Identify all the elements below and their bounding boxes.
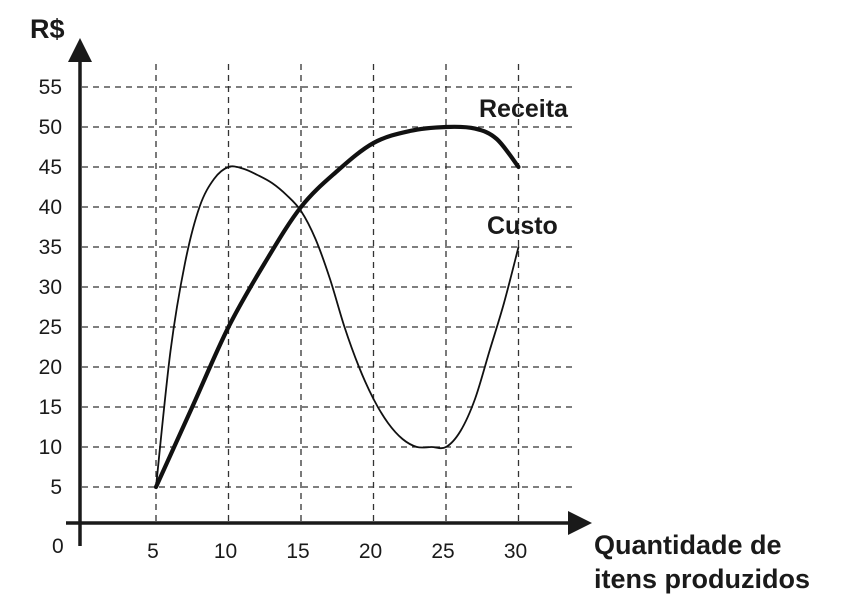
x-axis-arrow: [568, 511, 592, 535]
x-tick-label: 20: [359, 540, 382, 563]
x-tick-label: 25: [431, 540, 454, 563]
x-axis-title-line-2: itens produzidos: [594, 564, 810, 594]
origin-label: 0: [52, 535, 64, 558]
series: [153, 124, 521, 490]
y-tick-label: 55: [39, 76, 62, 99]
y-tick-label: 45: [39, 156, 62, 179]
axes: [66, 38, 592, 546]
y-tick-label: 50: [39, 116, 62, 139]
y-tick-label: 40: [39, 196, 62, 219]
series-label-custo: Custo: [487, 212, 558, 240]
x-axis-title-line-1: Quantidade de: [594, 530, 782, 560]
series-line-receita: [153, 124, 521, 490]
series-label-receita: Receita: [479, 95, 569, 123]
y-tick-label: 35: [39, 236, 62, 259]
grid: [82, 60, 575, 521]
series-line-custo: [155, 165, 520, 488]
y-tick-label: 25: [39, 316, 62, 339]
y-tick-label: 10: [39, 436, 62, 459]
x-tick-label: 10: [214, 540, 237, 563]
y-axis-arrow: [68, 38, 92, 62]
y-tick-label: 30: [39, 276, 62, 299]
y-tick-label: 20: [39, 356, 62, 379]
x-tick-label: 5: [147, 540, 159, 563]
x-tick-label: 15: [286, 540, 309, 563]
y-tick-label: 15: [39, 396, 62, 419]
y-tick-label: 5: [50, 476, 62, 499]
y-axis-title: R$: [30, 14, 65, 44]
x-tick-label: 30: [504, 540, 527, 563]
